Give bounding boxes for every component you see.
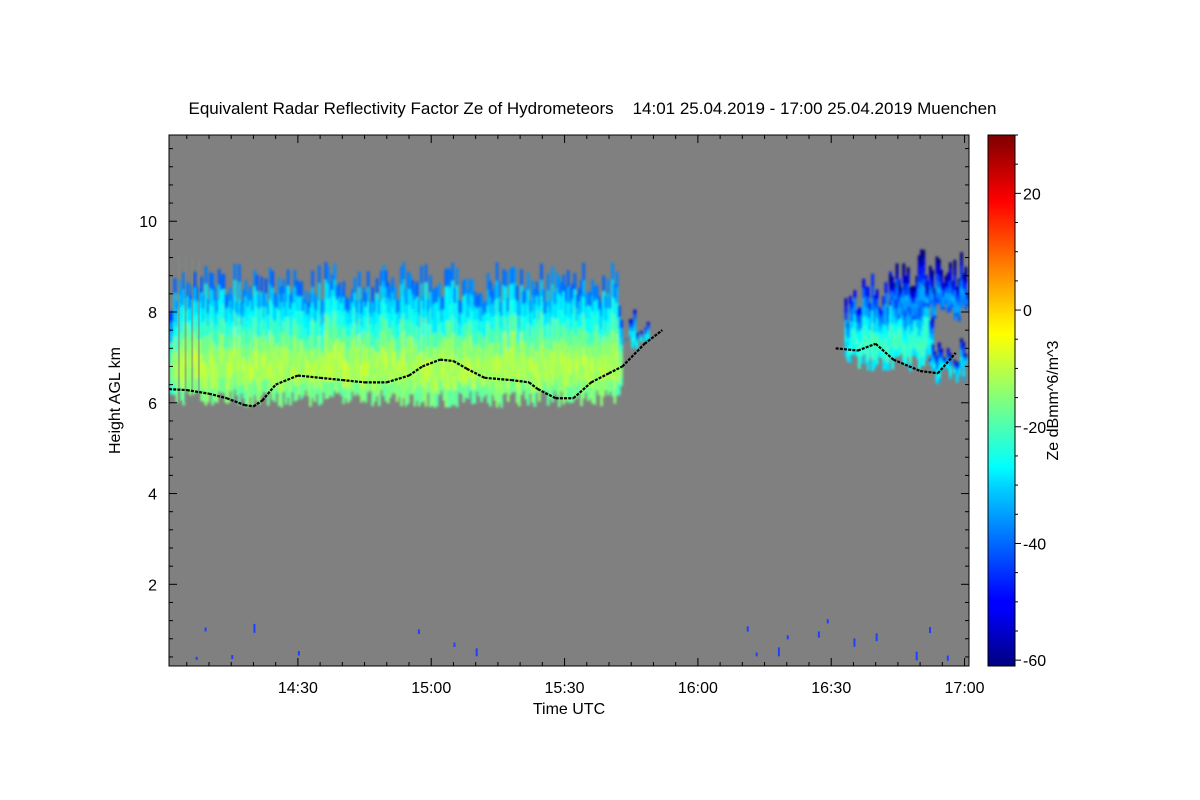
y-tick-label: 6 — [148, 396, 157, 413]
cloud-base-segment — [169, 388, 187, 392]
ground-clutter — [195, 619, 949, 661]
cloud-base-segment — [319, 376, 343, 382]
colorbar-tick-label: -60 — [1023, 653, 1046, 670]
x-tick-label: 14:30 — [278, 680, 318, 697]
colorbar-label: Ze dBmm^6/m^3 — [1045, 340, 1062, 460]
x-tick-label: 15:00 — [411, 680, 451, 697]
x-tick-label: 15:30 — [545, 680, 585, 697]
cloud-base-segment — [244, 403, 254, 408]
early-streaks — [177, 257, 200, 403]
cloud-base-segment — [511, 378, 530, 384]
y-tick-label: 8 — [148, 305, 157, 322]
colorbar-tick-label: -20 — [1023, 420, 1046, 437]
cloud-base-segment — [439, 358, 454, 363]
cloud-base-segment — [484, 376, 512, 382]
colorbar-tick-label: -40 — [1023, 536, 1046, 553]
axes: 14:30 15:00 15:30 16:00 16:30 17:00 2 4 6 8 10 — [139, 134, 985, 697]
cloud-base-segment — [857, 342, 877, 352]
cloud-base-segment — [386, 374, 410, 384]
x-axis-label: Time UTC — [533, 701, 605, 718]
cloud-base-segment — [937, 352, 957, 374]
chart-title: Equivalent Radar Reflectivity Factor Ze … — [0, 99, 1185, 119]
colorbar-tick-label: 0 — [1023, 303, 1032, 320]
colorbar-tick-label: 20 — [1023, 186, 1041, 203]
y-axis-label: Height AGL km — [107, 347, 124, 454]
cloud-base-segment — [297, 374, 321, 379]
title-location: Muenchen — [917, 99, 997, 118]
cloud-base-segment — [261, 383, 277, 402]
title-text: Equivalent Radar Reflectivity Factor Ze … — [188, 99, 614, 118]
title-time-range: 14:01 25.04.2019 - 17:00 25.04.2019 — [632, 99, 913, 118]
plot-frame — [168, 134, 970, 667]
x-tick-label: 16:00 — [678, 680, 718, 697]
cloud-base-line — [169, 329, 957, 408]
cloud-segment-0 — [169, 262, 623, 408]
colorbar: -60 -40 -20 0 20 — [987, 134, 1046, 670]
y-tick-label: 4 — [148, 487, 157, 504]
cloud-segment-3 — [889, 249, 969, 322]
cloud-base-segment — [537, 388, 557, 400]
cloud-base-segment — [421, 358, 441, 368]
cloud-base-segment — [342, 378, 365, 384]
cloud-segment-4 — [929, 338, 968, 385]
cloud-base-segment — [408, 365, 423, 377]
cloud-field — [169, 249, 969, 408]
cloud-base-segment — [835, 347, 859, 352]
cloud-base-segment — [226, 397, 245, 407]
cloud-base-segment — [608, 365, 623, 375]
cloud-base-segment — [919, 369, 939, 375]
plot-area — [169, 135, 969, 666]
cloud-base-segment — [590, 372, 610, 384]
cloud-base-segment — [893, 358, 921, 373]
x-tick-label: 16:30 — [811, 680, 851, 697]
y-tick-label: 10 — [139, 214, 157, 231]
cloud-base-segment — [186, 388, 210, 395]
cloud-base-segment — [643, 329, 664, 345]
cloud-base-segment — [252, 399, 263, 408]
cloud-base-segment — [466, 367, 486, 379]
cloud-segment-1 — [624, 309, 650, 351]
cloud-base-segment — [528, 381, 539, 391]
cloud-base-segment — [208, 392, 228, 400]
y-tick-label: 2 — [148, 577, 157, 594]
cloud-base-segment — [452, 360, 468, 370]
x-tick-label: 17:00 — [945, 680, 985, 697]
colorbar-gradient — [987, 134, 1016, 667]
cloud-base-segment — [621, 342, 646, 368]
